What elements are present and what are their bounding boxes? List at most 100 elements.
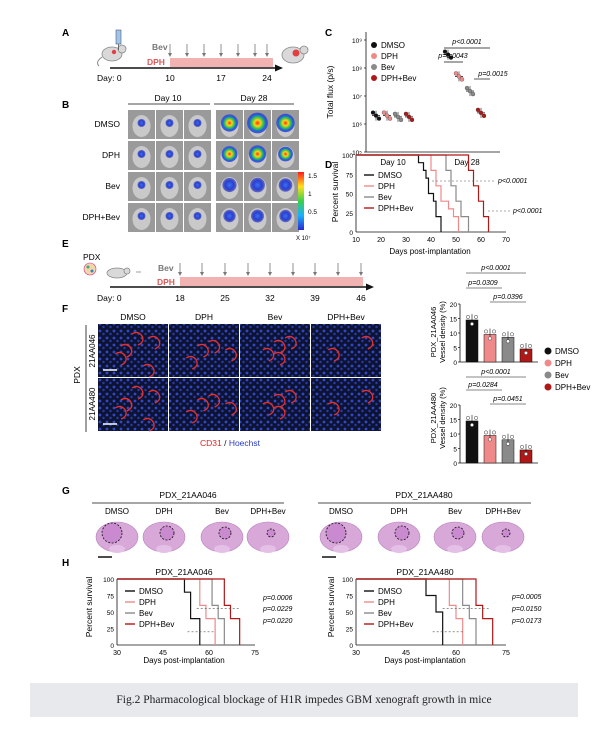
c-legend-label: DPH [381,52,398,61]
d-xtick-label: 60 [477,237,485,244]
h2-xlabel: Days post-implantation [384,656,465,665]
h-xtick-label: 60 [452,650,460,657]
h-survival-21aa480: 100 75 50 25 030 45 60 75 DMSO DPH Bev DPH+Bev [342,577,510,657]
g-brain-label: DPH+Bev [485,507,520,516]
c-data-point [478,110,484,116]
h2-pval: p=0.0150 [511,606,541,613]
f1-pval: p=0.0396 [492,294,522,301]
b-col-day10: Day 10 [155,93,182,103]
h-survival-curve [117,578,225,645]
bev-dose-arrowhead [223,272,227,276]
figure-canvas: A Bev DPH Day: 0 10 17 24 B Day 10 Day 2… [62,28,590,665]
stain-blue: Hoechst [229,438,261,448]
panel-label-e: E [62,239,69,250]
h-ytick-label: 50 [346,610,354,617]
day-tick-e: 39 [310,293,320,303]
cd31-vessel [114,351,127,366]
brain-lobe [214,545,230,553]
microscopy-tile [98,324,168,377]
h-ytick-label: 100 [342,577,353,584]
d-pval: p<0.0001 [497,178,527,185]
f-data-point [470,423,474,427]
bioluminescence-grid: DMSO DPH Bev DPH+Bev [82,110,299,232]
d-survival-curve [356,154,442,232]
c-pval: p=0.0015 [477,71,507,78]
panel-label-h: H [62,558,69,569]
day-tick-a: 24 [262,73,272,83]
c-data-point [459,77,465,82]
luminescence-signal [193,150,202,158]
f-data-point [474,315,478,319]
luminescence-signal [278,178,293,192]
mouse-icon [97,44,127,67]
h-ytick-label: 75 [107,594,115,601]
bev-dose-arrowhead [265,53,269,57]
bev-dose-arrowhead [219,53,223,57]
f-data-point [502,332,506,337]
h-legend-label: DMSO [139,587,163,596]
f-bar [465,319,479,363]
f-legend-marker [544,359,552,367]
day-tick-e: 25 [220,293,230,303]
h1-pval: p=0.0220 [262,618,292,625]
bev-dose-arrowhead [291,272,295,276]
d-xtick-label: 30 [402,237,410,244]
figure-caption-bar: Fig.2 Pharmacological blockage of H1R im… [30,683,578,717]
cd31-vessel [185,409,198,424]
h1-xlabel: Days post-implantation [143,656,224,665]
cd31-vessel [361,389,374,404]
d-xlabel: Days post-implantation [389,247,470,256]
f-col-label: DMSO [120,312,146,322]
f-ytick-label: 5 [453,447,457,454]
bev-dose-arrowhead [246,272,250,276]
luminescence-signal [221,146,238,162]
c-xtick: Day 10 [380,158,406,167]
c-data-point [442,49,448,54]
timeline-arrowhead-e [366,283,374,291]
f-data-point [524,351,528,355]
d-legend-label: DPH+Bev [378,204,413,213]
h-legend-label: DMSO [378,587,402,596]
luminescence-signal [193,212,202,220]
h-survival-curve [356,578,477,645]
c-ytick-label: 10⁷ [352,94,362,101]
luminescence-signal [276,113,295,133]
f-ytick-label: 10 [450,331,458,338]
bev-arrows-e [178,263,363,276]
f2-pval: p=0.0284 [467,382,497,389]
c-legend-marker [371,53,377,59]
stain-red: CD31 [200,438,222,448]
luminescence-scale-bar [298,172,304,230]
cd31-vessel [327,401,340,416]
d-survival-curve [356,154,470,232]
luminescence-signal [250,177,265,193]
cd31-vessel [142,417,155,432]
cd31-vessel [148,389,161,404]
h-legend-label: Bev [378,609,392,618]
cd31-vessel [361,335,374,350]
bev-dose-arrowhead [313,272,317,276]
c-legend-marker [371,42,377,48]
f-legend: DMSO DPH Bev DPH+Bev [544,347,590,392]
f-col-label: DPH+Bev [327,312,365,322]
d-xtick-label: 50 [452,237,460,244]
h-ytick-label: 50 [107,610,115,617]
cd31-vessel [262,347,275,362]
h-survival-curve [356,578,494,645]
h-ytick-label: 0 [110,643,114,650]
luminescence-signal [165,150,174,158]
tumor-outline [218,526,232,540]
f2-pval: p<0.0001 [480,369,510,376]
f-data-point [470,322,474,326]
mouse-icon [106,267,131,279]
microscopy-tile [240,378,310,431]
h-survival-curve [117,578,241,645]
bev-label-e: Bev [158,263,174,273]
c-ytick-label: 10⁹ [352,38,362,45]
f-data-point [492,430,496,435]
d-ytick-label: 50 [346,192,354,199]
h-survival-curve [356,578,464,645]
h-ytick-label: 25 [346,627,354,634]
microscopy-tile [169,378,239,431]
d-legend-label: Bev [378,193,392,202]
